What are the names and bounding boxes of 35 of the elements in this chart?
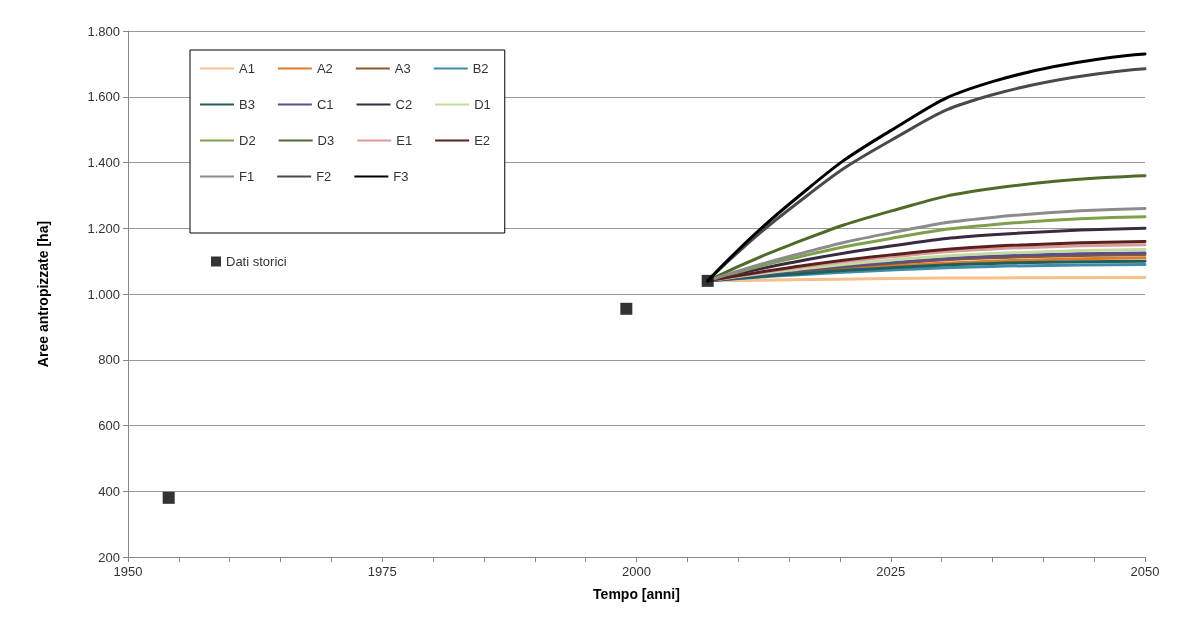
x-tick-label: 2025	[876, 564, 906, 579]
y-tick-label: 800	[98, 352, 120, 368]
y-tick-label: 600	[98, 418, 120, 433]
legend-label: C2	[395, 97, 413, 112]
x-tick-label: 1950	[113, 564, 143, 579]
legend-label: D2	[239, 133, 256, 148]
point	[162, 491, 175, 504]
y-tick-label: 1.800	[87, 23, 120, 39]
legend-label: F3	[393, 169, 409, 184]
point	[620, 302, 633, 315]
legend-label: F2	[316, 169, 332, 184]
y-tick-label: 1.600	[87, 89, 120, 105]
y-tick-label: 1.200	[87, 220, 120, 236]
y-tick-label: 200	[98, 549, 120, 565]
point	[701, 274, 714, 287]
legend-label: D1	[474, 97, 491, 112]
y-tick-label: 1.000	[87, 286, 120, 302]
y-axis-title: Aree antropizzate [ha]	[35, 220, 51, 368]
x-tick-label: 2000	[622, 564, 651, 579]
x-tick-label: 1975	[367, 564, 397, 579]
legend-label: F1	[239, 169, 255, 184]
y-tick-label: 400	[98, 483, 120, 499]
legend-label: A3	[394, 61, 411, 76]
legend-label: E1	[396, 133, 413, 148]
legend-label: D3	[317, 133, 335, 148]
legend-label: B2	[472, 61, 489, 76]
legend-label: Dati storici	[226, 254, 287, 269]
legend-label: C1	[316, 97, 334, 112]
legend-label: E2	[474, 133, 491, 148]
x-tick-label: 2050	[1130, 564, 1160, 579]
x-axis-title: Tempo [anni]	[593, 586, 680, 602]
legend-label: B3	[239, 97, 255, 112]
y-tick-label: 1.400	[87, 155, 120, 170]
legend-label: A2	[316, 61, 333, 76]
legend-label: A1	[239, 61, 255, 76]
